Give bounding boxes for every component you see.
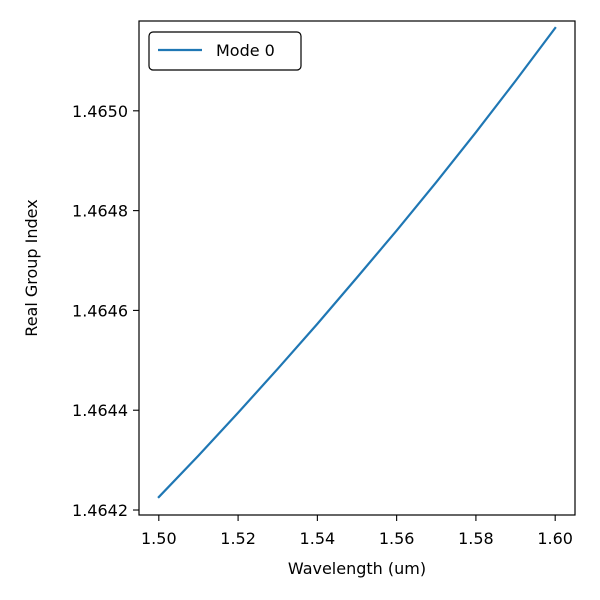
x-axis-label: Wavelength (um) [288, 559, 426, 578]
y-tick-label: 1.4642 [72, 501, 128, 520]
x-tick-label: 1.56 [379, 529, 415, 548]
y-tick-label: 1.4644 [72, 401, 128, 420]
series-layer [157, 26, 557, 499]
x-tick-label: 1.52 [220, 529, 256, 548]
x-tick-label: 1.54 [300, 529, 336, 548]
legend-box [148, 31, 302, 71]
series-line-mode-0 [157, 26, 557, 499]
x-tick-label: 1.58 [458, 529, 494, 548]
y-axis-label: Real Group Index [22, 199, 41, 336]
legend-label-mode-0: Mode 0 [216, 41, 275, 60]
x-tick-label: 1.60 [537, 529, 573, 548]
plot-area [139, 21, 575, 515]
legend: Mode 0 [148, 31, 302, 71]
y-tick-label: 1.4648 [72, 202, 128, 221]
plot-frame [138, 20, 576, 516]
x-tick-label: 1.50 [141, 529, 177, 548]
y-tick-label: 1.4646 [72, 301, 128, 320]
x-axis-ticks: 1.50 1.52 1.54 1.56 1.58 1.60 [141, 515, 573, 548]
y-axis-ticks: 1.4642 1.4644 1.4646 1.4648 1.4650 [72, 102, 139, 520]
y-tick-label: 1.4650 [72, 102, 128, 121]
